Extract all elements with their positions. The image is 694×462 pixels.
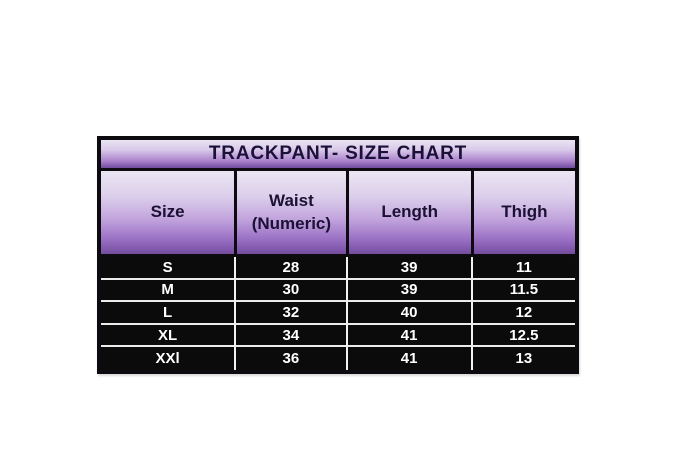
table-body: S 28 39 11 M 30 39 11.5 L 32 40 12 XL 34… <box>101 257 575 370</box>
column-header-waist: Waist (Numeric) <box>234 171 346 254</box>
cell-length: 41 <box>345 324 471 346</box>
cell-thigh: 11.5 <box>470 279 575 301</box>
column-header-size: Size <box>101 171 235 254</box>
table-header-row: Size Waist (Numeric) Length Thigh <box>101 171 575 257</box>
table-row-l: L 32 40 12 <box>101 302 575 325</box>
cell-length: 40 <box>345 302 471 323</box>
column-header-size-label: Size <box>150 202 185 222</box>
cell-waist: 36 <box>234 347 346 370</box>
table-title: TRACKPANT- SIZE CHART <box>208 143 468 164</box>
column-header-waist-line2: (Numeric) <box>251 213 332 233</box>
cell-thigh: 11 <box>470 257 575 278</box>
cell-length: 41 <box>345 347 471 370</box>
cell-size: XXl <box>101 347 235 370</box>
cell-thigh: 12.5 <box>470 324 575 346</box>
column-header-waist-line1: Waist <box>269 191 314 211</box>
table-row-m: M 30 39 11.5 <box>101 279 575 303</box>
table-row-xxl: XXl 36 41 13 <box>101 347 575 370</box>
cell-waist: 28 <box>234 257 346 278</box>
cell-size: XL <box>101 324 235 346</box>
column-header-thigh: Thigh <box>470 171 575 254</box>
cell-length: 39 <box>345 257 471 278</box>
cell-size: M <box>101 279 235 301</box>
cell-length: 39 <box>345 279 471 301</box>
cell-thigh: 12 <box>470 302 575 323</box>
table-title-bar: TRACKPANT- SIZE CHART <box>101 140 575 171</box>
column-header-thigh-label: Thigh <box>501 202 548 222</box>
cell-thigh: 13 <box>470 347 575 370</box>
cell-size: S <box>101 257 235 278</box>
column-header-length: Length <box>345 171 471 254</box>
cell-size: L <box>101 302 235 323</box>
table-row-s: S 28 39 11 <box>101 257 575 280</box>
cell-waist: 34 <box>234 324 346 346</box>
cell-waist: 32 <box>234 302 346 323</box>
cell-waist: 30 <box>234 279 346 301</box>
column-header-length-label: Length <box>381 202 438 222</box>
size-chart-table: TRACKPANT- SIZE CHART Size Waist (Numeri… <box>97 136 579 374</box>
table-row-xl: XL 34 41 12.5 <box>101 324 575 348</box>
